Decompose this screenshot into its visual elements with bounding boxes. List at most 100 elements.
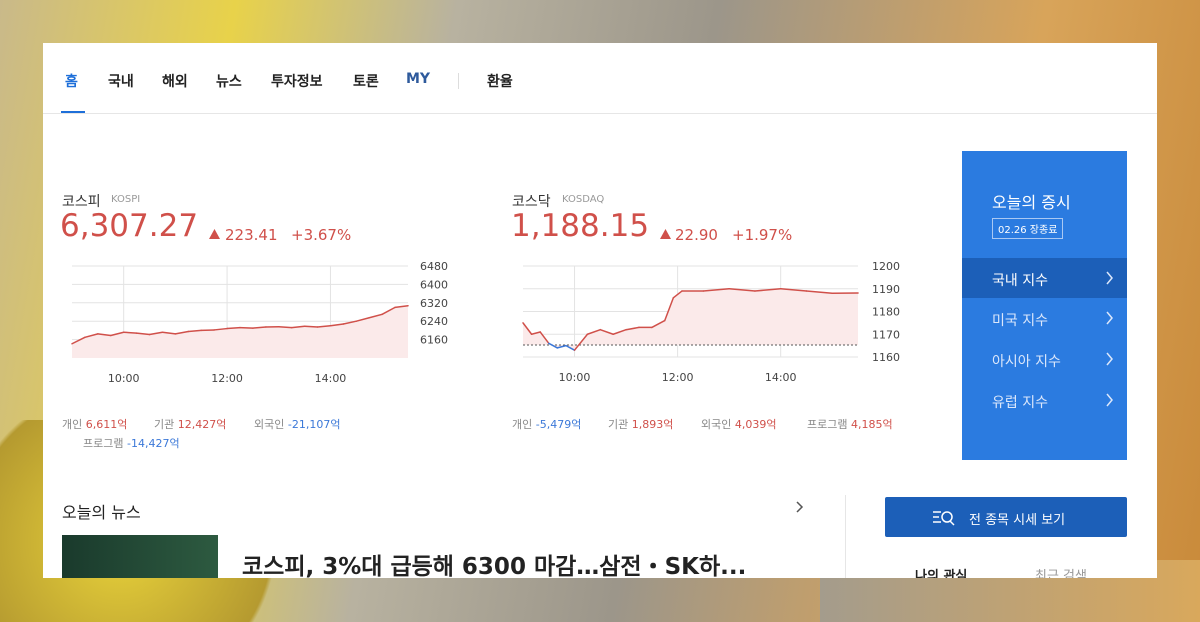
finance-panel: 홈 국내 해외 뉴스 투자정보 토론 MY 환율 코스피 KOSPI 6,307… [43, 43, 1157, 578]
investor-label: 개인 [62, 418, 83, 431]
investor: 외국인 -21,107억 [254, 416, 340, 432]
y-tick-label: 1190 [872, 283, 900, 296]
chevron[interactable] [795, 500, 805, 514]
up-arrow [209, 229, 220, 239]
investor-label: 기관 [608, 418, 629, 431]
x-tick-label: 12:00 [211, 372, 243, 385]
investor: 외국인 4,039억 [701, 416, 777, 432]
menu-item[interactable]: 국내 지수 [992, 273, 1048, 289]
line-segment [97, 333, 112, 337]
line-segment [174, 330, 190, 335]
all-quotes-button[interactable]: 전 종목 시세 보기 [885, 497, 1127, 537]
line-segment [651, 319, 666, 329]
x-tick-label: 10:00 [108, 372, 140, 385]
investor-label: 프로그램 [807, 418, 848, 431]
investor-value: 4,039억 [734, 418, 777, 431]
y-tick-label: 1160 [872, 351, 900, 364]
side-tab[interactable]: 최근 검색 [1035, 569, 1087, 578]
search-icon [933, 511, 955, 526]
line-segment [556, 344, 567, 349]
investor: 기관 12,427억 [154, 416, 226, 432]
news-thumbnail[interactable] [62, 535, 218, 578]
nav-tab[interactable]: 국내 [108, 74, 134, 90]
nav-tab[interactable]: 토론 [353, 74, 379, 90]
line-segment [226, 326, 241, 330]
side-tab[interactable]: 나의 관심 [915, 569, 968, 578]
date-badge: 02.26 장종료 [992, 218, 1064, 239]
price: 6,307.27 [60, 208, 199, 244]
today-panel: 오늘의 증시 02.26 장종료 국내 지수 미국 지수 아시아 지수 유럽 지… [962, 151, 1127, 460]
investor-value: 6,611억 [85, 418, 128, 431]
line-segment [381, 306, 396, 316]
news-headline[interactable]: 코스피, 3%대 급등해 6300 마감…삼전・SK하... [242, 554, 747, 578]
market-name[interactable]: 코스피 [62, 194, 101, 210]
up-arrow [660, 229, 671, 239]
investor-value: 4,185억 [850, 418, 893, 431]
line-segment [110, 331, 125, 337]
active-underline [61, 111, 85, 114]
nav-tab[interactable]: 투자정보 [271, 74, 323, 90]
line-segment [672, 290, 683, 299]
investor: 개인 6,611억 [62, 416, 127, 432]
investor: 프로그램 -14,427억 [83, 435, 180, 451]
investor-value: -14,427억 [126, 437, 180, 450]
nav-tab[interactable]: 환율 [487, 74, 513, 90]
menu-item[interactable]: 아시아 지수 [992, 354, 1061, 370]
market-name[interactable]: 코스닥 [512, 194, 551, 210]
investor: 기관 1,893억 [608, 416, 673, 432]
line-segment [122, 331, 138, 334]
investor-value: 12,427억 [177, 418, 227, 431]
nav-tab[interactable]: 해외 [162, 74, 188, 90]
line-segment [84, 333, 99, 339]
nav-tab[interactable]: 홈 [65, 74, 78, 90]
market-code: KOSPI [111, 194, 141, 205]
investor-value: -5,479억 [535, 418, 582, 431]
line-segment [728, 288, 756, 292]
line-segment [278, 325, 293, 329]
nav-border [43, 113, 1157, 114]
line-segment [394, 304, 409, 309]
line-segment [805, 290, 833, 295]
x-tick-label: 10:00 [559, 371, 591, 384]
y-tick-label: 1200 [872, 260, 900, 273]
line-segment [625, 326, 640, 331]
investor-label: 외국인 [254, 418, 285, 431]
line-segment [522, 322, 533, 335]
change-pct: +3.67% [291, 226, 352, 244]
line-segment [329, 323, 345, 327]
investor-label: 외국인 [701, 418, 732, 431]
news-title: 오늘의 뉴스 [62, 503, 141, 522]
y-tick-label: 6320 [420, 297, 448, 310]
line-segment [303, 325, 319, 328]
x-tick-label: 14:00 [765, 371, 797, 384]
line-segment [161, 331, 177, 335]
line-segment [663, 297, 675, 322]
market-code: KOSDAQ [562, 194, 605, 205]
investor-label: 프로그램 [83, 437, 124, 450]
line-segment [612, 328, 627, 335]
today-title: 오늘의 증시 [992, 193, 1071, 212]
y-tick-label: 6400 [420, 278, 448, 291]
line-segment [586, 328, 602, 335]
chevrons [1106, 271, 1113, 407]
change-pct: +1.97% [732, 226, 793, 244]
line-segment [135, 332, 151, 336]
divider [845, 495, 846, 578]
line-segment [565, 344, 576, 351]
menu-item[interactable]: 미국 지수 [992, 313, 1048, 329]
menu-item[interactable]: 유럽 지수 [992, 395, 1048, 411]
nav-tab[interactable]: MY [406, 71, 431, 87]
nav-tab[interactable]: 뉴스 [216, 74, 242, 90]
line-segment [702, 288, 730, 292]
x-tick-label: 14:00 [315, 372, 347, 385]
area [523, 288, 858, 351]
line-segment [187, 329, 202, 333]
line-segment [779, 288, 808, 292]
line-segment [290, 325, 306, 329]
line-segment [599, 328, 614, 335]
line-segment [539, 331, 550, 345]
line-segment [355, 317, 370, 322]
investor: 개인 -5,479억 [512, 416, 581, 432]
